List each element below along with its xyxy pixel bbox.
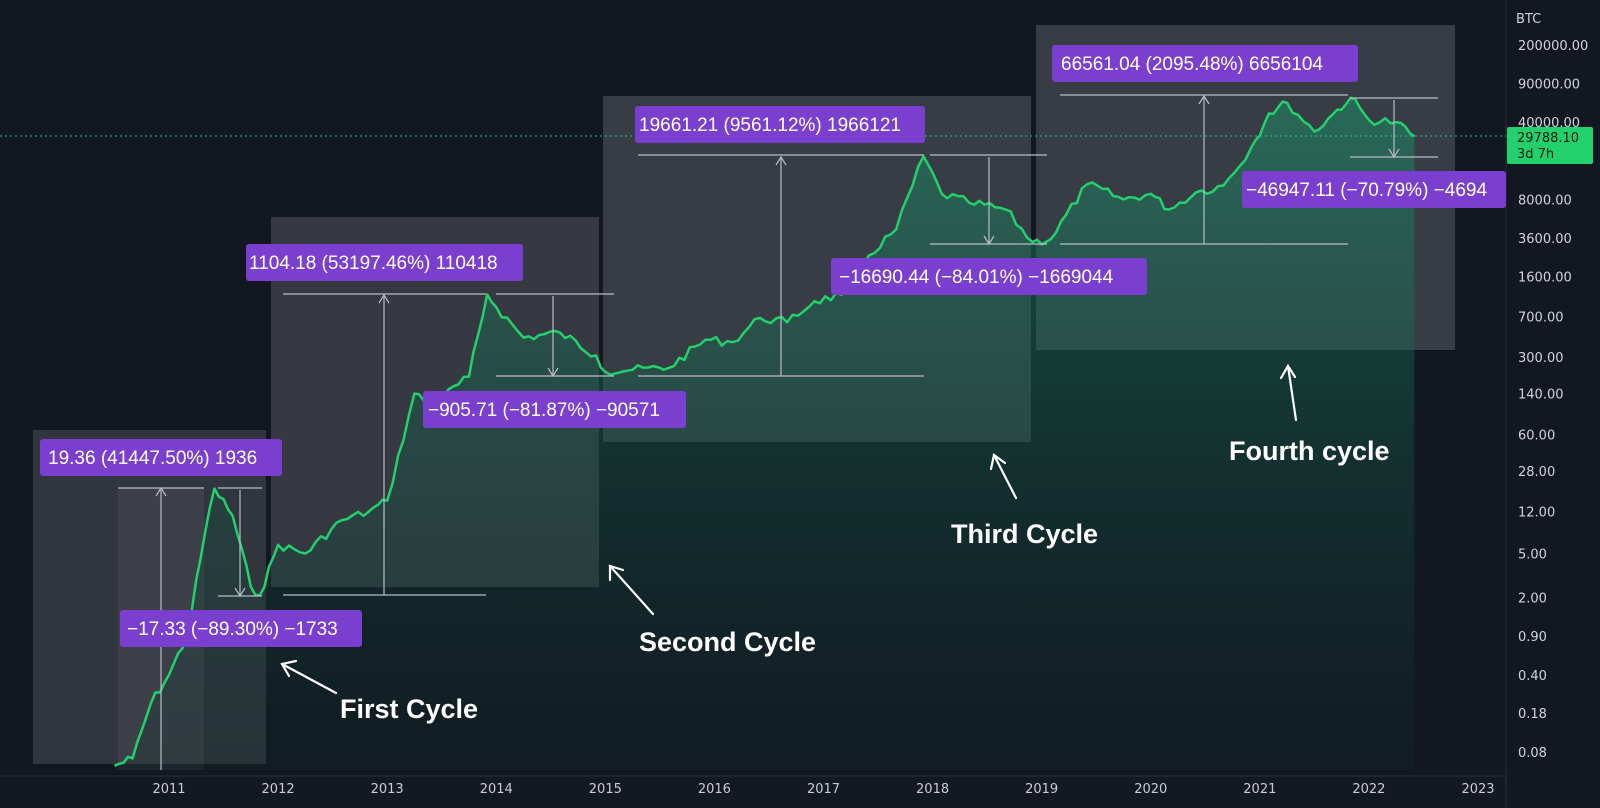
measure-label-c1-rise-text: 19.36 (41447.50%) 1936: [48, 448, 257, 469]
measure-label-c4-drop: −46947.11 (−70.79%) −4694: [1242, 171, 1506, 208]
measure-label-c4-drop-text: −46947.11 (−70.79%) −4694: [1246, 180, 1487, 201]
cycle-arrows: [280, 363, 1298, 695]
y-tick-label: 0.18: [1518, 707, 1547, 722]
y-tick-label: 5.00: [1518, 548, 1547, 563]
measure-label-c4-rise: 66561.04 (2095.48%) 6656104: [1052, 45, 1358, 82]
x-tick-label: 2015: [589, 782, 622, 797]
measure-label-c2-drop-text: −905.71 (−81.87%) −90571: [428, 400, 660, 421]
y-tick-label: 0.08: [1518, 746, 1547, 761]
y-tick-label: 1600.00: [1518, 271, 1572, 286]
arrow-fourth-cycle: [1286, 364, 1298, 422]
y-tick-label: 8000.00: [1518, 193, 1572, 208]
x-tick-label: 2013: [371, 782, 404, 797]
y-tick-label: 60.00: [1518, 428, 1555, 443]
measure-label-c3-drop: −16690.44 (−84.01%) −1669044: [831, 258, 1147, 295]
measure-label-c2-drop: −905.71 (−81.87%) −90571: [423, 391, 686, 428]
y-tick-label: 140.00: [1518, 388, 1564, 403]
arrow-first-cycle: [280, 662, 338, 695]
price-axis: 200000.0090000.0040000.008000.003600.001…: [1518, 39, 1588, 761]
x-tick-label: 2016: [698, 782, 731, 797]
measure-label-c3-rise-text: 19661.21 (9561.12%) 1966121: [639, 115, 901, 136]
measure-label-c4-rise-text: 66561.04 (2095.48%) 6656104: [1061, 54, 1323, 75]
y-tick-label: 0.40: [1518, 669, 1547, 684]
measure-label-c2-rise-text: 1104.18 (53197.46%) 110418: [249, 253, 498, 274]
x-tick-label: 2021: [1243, 782, 1276, 797]
y-tick-label: 3600.00: [1518, 232, 1572, 247]
measure-label-c3-drop-text: −16690.44 (−84.01%) −1669044: [839, 267, 1114, 288]
measure-label-c1-drop-text: −17.33 (−89.30%) −1733: [127, 619, 338, 640]
cycle-label-first: First Cycle: [340, 694, 478, 724]
x-tick-label: 2011: [152, 782, 185, 797]
cycle-label-fourth: Fourth cycle: [1229, 436, 1390, 466]
y-tick-label: 90000.00: [1518, 77, 1580, 92]
time-axis: 2011 2012 2013 2014 2015 2016 2017 2018 2019 2020…: [152, 782, 1494, 797]
x-tick-label: 2017: [807, 782, 840, 797]
y-tick-label: 0.90: [1518, 630, 1547, 645]
x-tick-label: 2023: [1461, 782, 1494, 797]
current-price-countdown: 3d 7h: [1517, 147, 1554, 162]
x-tick-label: 2014: [480, 782, 513, 797]
x-tick-label: 2012: [262, 782, 295, 797]
x-tick-label: 2020: [1134, 782, 1167, 797]
measure-lines: [118, 94, 1438, 770]
y-tick-label: 700.00: [1518, 310, 1564, 325]
current-price-value: 29788.10: [1517, 131, 1579, 146]
y-tick-label: 28.00: [1518, 465, 1555, 480]
measure-label-c1-rise: 19.36 (41447.50%) 1936: [40, 439, 282, 476]
measure-label-c2-rise: 1104.18 (53197.46%) 110418: [246, 244, 523, 281]
cycle-label-third: Third Cycle: [951, 519, 1098, 549]
x-tick-label: 2018: [916, 782, 949, 797]
y-tick-label: 12.00: [1518, 506, 1555, 521]
y-tick-label: 2.00: [1518, 592, 1547, 607]
y-tick-label: 300.00: [1518, 351, 1564, 366]
measure-label-c3-rise: 19661.21 (9561.12%) 1966121: [635, 106, 925, 143]
arrow-third-cycle: [992, 453, 1018, 500]
arrow-second-cycle: [608, 564, 655, 616]
current-price-tag[interactable]: 29788.10 3d 7h: [1507, 127, 1593, 164]
x-tick-label: 2022: [1352, 782, 1385, 797]
symbol-label: BTC: [1516, 12, 1541, 27]
x-tick-label: 2019: [1025, 782, 1058, 797]
measure-label-c1-drop: −17.33 (−89.30%) −1733: [120, 610, 362, 647]
y-tick-label: 200000.00: [1518, 39, 1588, 54]
cycle-label-second: Second Cycle: [639, 627, 816, 657]
